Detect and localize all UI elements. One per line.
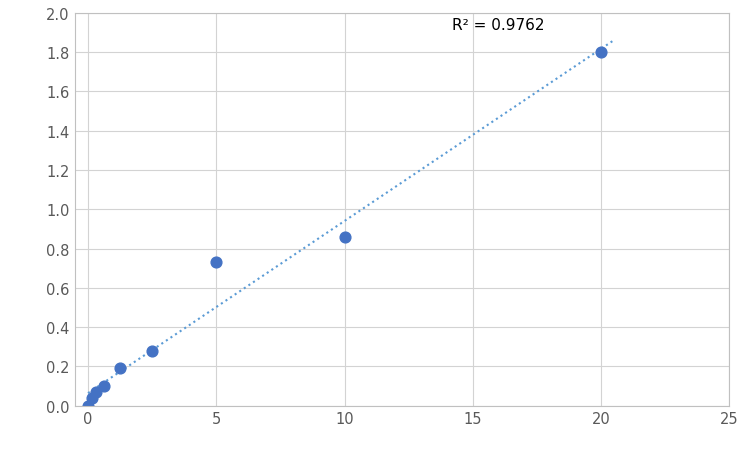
Point	[86, 395, 98, 402]
Text: R² = 0.9762: R² = 0.9762	[453, 18, 545, 33]
Point	[338, 234, 350, 241]
Point	[82, 402, 94, 410]
Point	[114, 365, 126, 372]
Point	[595, 49, 607, 56]
Point	[90, 389, 102, 396]
Point	[211, 259, 223, 266]
Point	[98, 382, 110, 390]
Point	[146, 347, 158, 354]
